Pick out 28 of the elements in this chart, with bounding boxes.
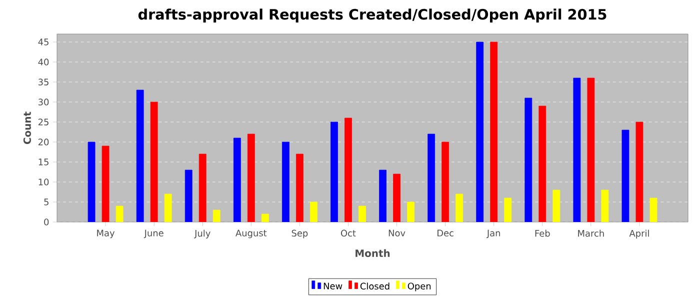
legend-label: Closed bbox=[360, 282, 390, 290]
y-tick-label: 30 bbox=[38, 98, 49, 106]
y-tick-label: 5 bbox=[44, 198, 48, 206]
y-tick-label: 15 bbox=[38, 158, 48, 166]
y-tick-label: 0 bbox=[44, 218, 49, 226]
y-tick-label: 35 bbox=[38, 78, 48, 86]
y-tick-label: 10 bbox=[38, 178, 49, 186]
x-tick-label: Dec bbox=[438, 230, 454, 236]
x-tick-label: June bbox=[144, 230, 164, 238]
legend-label: New bbox=[324, 282, 342, 290]
x-axis-title: Month bbox=[356, 249, 390, 257]
y-tick-label: 25 bbox=[38, 118, 48, 126]
y-axis-title: Count bbox=[23, 112, 31, 144]
x-tick-label: Jan bbox=[486, 230, 500, 238]
x-tick-label: Nov bbox=[388, 230, 406, 236]
x-tick-label: Feb bbox=[535, 230, 550, 237]
x-tick-label: March bbox=[578, 230, 604, 237]
x-tick-label: May bbox=[97, 230, 115, 238]
y-tick-label: 20 bbox=[38, 138, 49, 146]
x-tick-label: Oct bbox=[340, 230, 356, 237]
x-tick-label: July bbox=[194, 230, 210, 238]
chart-title: drafts-approval Requests Created/Closed/Open April 2015 bbox=[138, 8, 606, 23]
y-tick-label: 40 bbox=[38, 58, 49, 66]
x-tick-label: August bbox=[236, 230, 267, 238]
y-tick-label: 45 bbox=[38, 38, 48, 46]
legend-label: Open bbox=[408, 282, 431, 292]
x-tick-label: April bbox=[629, 230, 649, 238]
x-tick-label: Sep bbox=[292, 230, 308, 238]
